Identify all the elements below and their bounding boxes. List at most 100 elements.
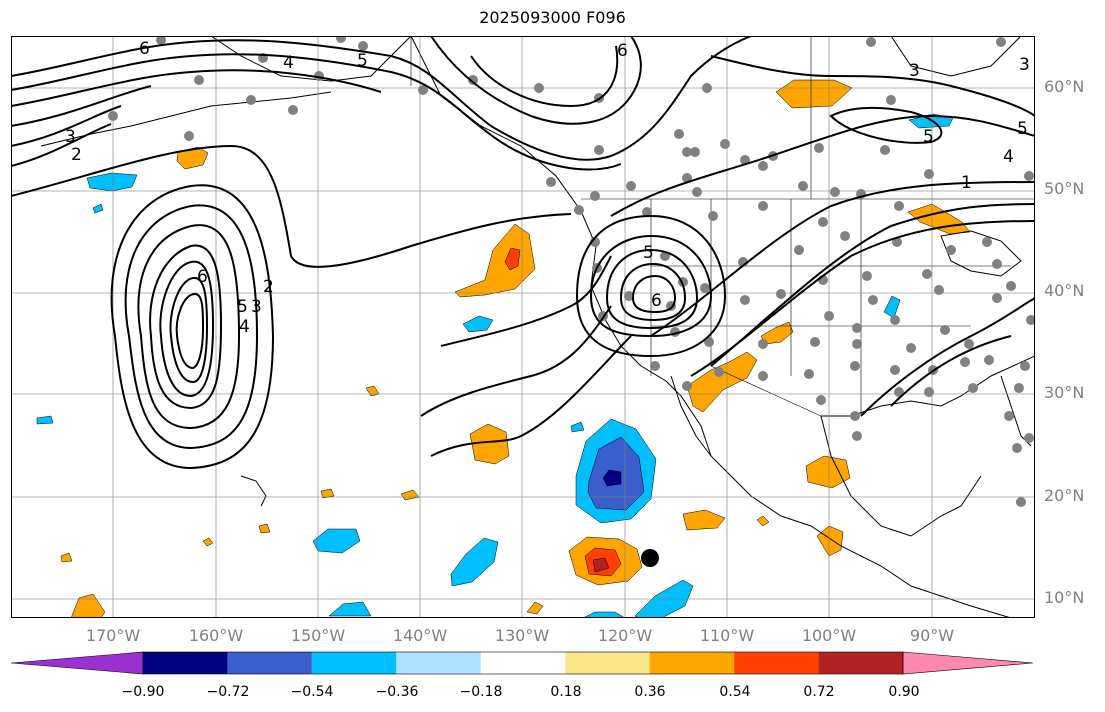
contour-label: 3 [65,127,76,147]
colorbar-swatch [396,652,481,674]
anomaly-positive [526,601,544,615]
lat-label-10: 10°N [1044,588,1085,607]
anomaly-positive [682,509,726,531]
anomaly-positive [454,223,536,298]
colorbar-swatch [734,652,819,674]
anomaly-negative [36,415,54,425]
hudson-bay [890,36,1022,77]
colorbar-swatch [565,652,650,674]
colorbar-swatch [480,652,566,674]
anomaly-negative [92,203,104,214]
colorbar-swatch [143,652,228,674]
great-lakes [940,230,1022,277]
contour-label: 5 [237,297,248,317]
lat-label-50: 50°N [1044,179,1085,198]
contour-label: 5 [923,127,934,147]
contour-label: 4 [1003,147,1014,167]
map-title: 2025093000 F096 [479,8,626,27]
aleutian-chain [40,91,332,147]
colorbar-swatch [818,652,903,674]
lat-label-20: 20°N [1044,486,1085,505]
anomaly-positive [805,455,851,489]
contour-label: 6 [651,291,662,311]
contour-label: 4 [239,317,250,337]
mexico-gulf [820,415,982,537]
colorbar-extend-high [902,651,1034,675]
colorbar-tick-label: 0.90 [888,684,920,700]
colorbar-tick-label: −0.36 [375,684,419,700]
contour-label: 1 [961,173,972,193]
contour-label: 4 [283,53,294,73]
storm-center-marker [641,549,659,567]
colorbar-extend-low [11,651,144,675]
contour-label: 5 [643,243,654,263]
contour-label: 3 [1019,55,1030,75]
lat-label-30: 30°N [1044,383,1085,402]
contour-label: 3 [909,61,920,81]
lon-label-130w: 130°W [494,626,550,645]
contour-label: 2 [71,145,82,165]
map-plot: 6 5 4 3 2 6 5 4 3 2 6 5 6 3 5 5 4 1 3 [11,36,1035,618]
anomaly-negative [450,537,499,587]
colorbar-tick-label: 0.36 [634,684,666,700]
anomaly-negative [570,421,585,433]
colorbar-tick-label: −0.54 [290,684,334,700]
lat-label-60: 60°N [1044,77,1085,96]
contours [11,36,1035,470]
anomaly-positive [70,593,106,618]
colorbar-swatch [227,652,312,674]
anomaly-positive [176,146,209,170]
colorbar-tick-label: 0.54 [719,684,751,700]
lon-label-170w: 170°W [85,626,141,645]
lon-label-110w: 110°W [699,626,755,645]
anomaly-negative [883,295,901,319]
lon-label-100w: 100°W [801,626,857,645]
colorbar-swatch [311,652,397,674]
lon-label-90w: 90°W [909,626,955,645]
anomaly-positive [258,523,271,534]
colorbar-tick-label: 0.72 [803,684,835,700]
anomaly-positive [756,515,770,527]
colorbar-tick-label: −0.18 [459,684,503,700]
coastlines [40,36,1035,618]
anomaly-negative [328,601,372,617]
contour-label: 2 [263,277,274,297]
baja-california [670,375,712,457]
contour-label: 5 [357,51,368,71]
contour-labels: 6 5 4 3 2 6 5 4 3 2 6 5 6 3 5 5 4 1 3 [65,39,1030,337]
map-frame [11,36,1035,618]
anomaly-extreme-positive [592,557,610,573]
anomaly-strong-negative [602,469,622,487]
lon-label-160w: 160°W [188,626,244,645]
colorbar-frame [142,651,904,675]
borders [410,36,1035,417]
anomaly-positive [60,552,73,563]
colorbar-tick-label: 0.18 [550,684,582,700]
lon-label-140w: 140°W [392,626,448,645]
anomaly-negative [462,315,494,333]
contour-label: 6 [617,41,628,61]
north-america-coast [410,36,1012,618]
contour-label: 6 [139,39,150,59]
anomaly-positive [686,351,758,413]
colorbar-tick-label: −0.72 [206,684,250,700]
contour-label: 6 [197,267,208,287]
colorbar-tick-label: −0.90 [121,684,165,700]
hawaii [240,475,267,507]
anomaly-positive [469,423,510,465]
anomaly-negative [86,172,138,192]
anomaly-negative [582,611,626,618]
colorbar-swatch [649,652,735,674]
colorbar [11,651,1034,675]
anomaly-positive [816,525,844,557]
lon-label-120w: 120°W [597,626,653,645]
lon-label-150w: 150°W [290,626,346,645]
lat-label-40: 40°N [1044,281,1085,300]
contour-label: 5 [1017,119,1028,139]
station-dots [108,36,1035,507]
anomaly-positive [202,537,214,547]
anomaly-positive [320,488,335,499]
contour-label: 3 [251,297,262,317]
anomaly-shading [36,79,971,618]
anomaly-strong-positive [504,247,521,271]
